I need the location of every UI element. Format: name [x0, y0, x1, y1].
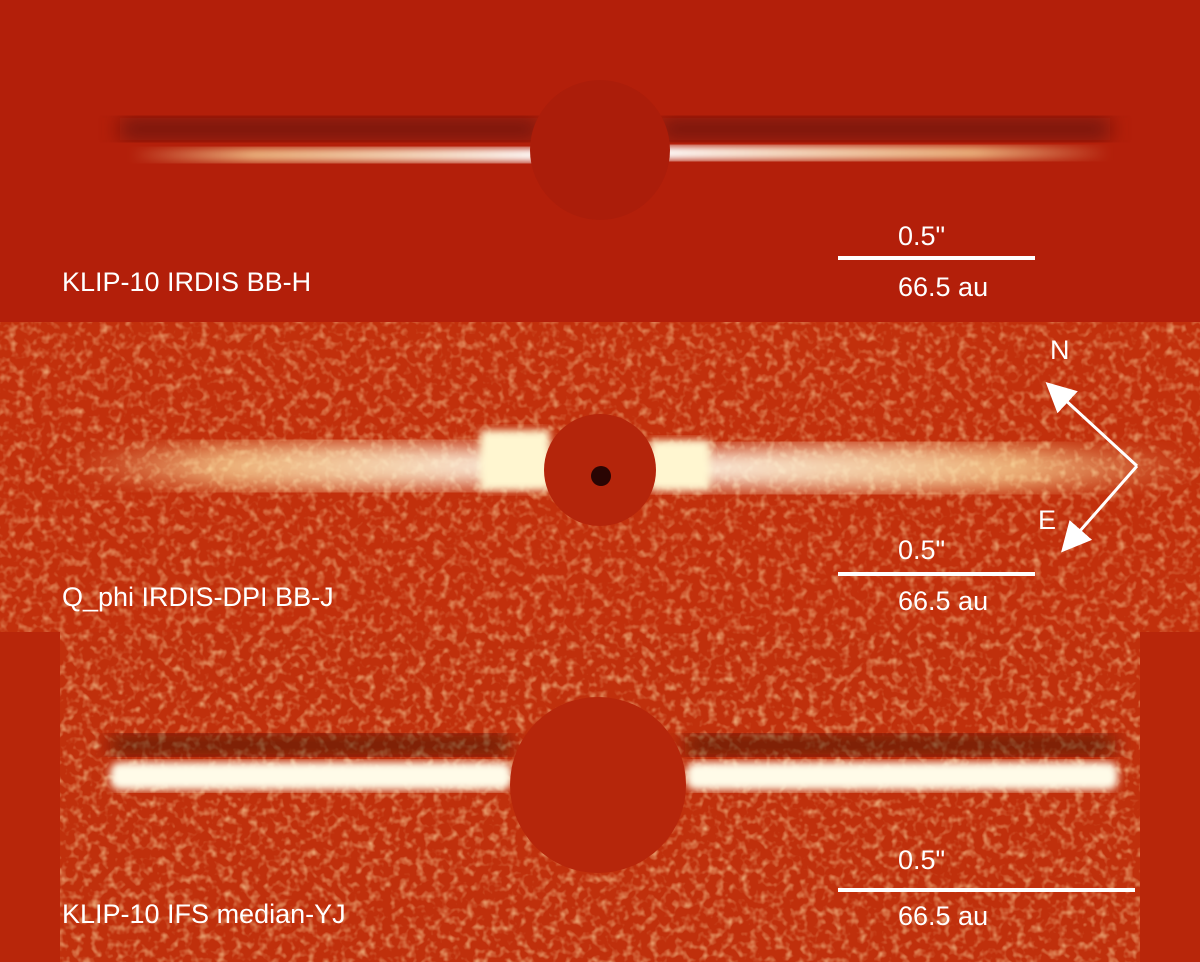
disk: [70, 444, 590, 488]
disk: [660, 146, 1110, 160]
compass-north: N: [1050, 335, 1070, 365]
panel-edge: [1140, 632, 1200, 962]
compass-arrow: [1045, 381, 1139, 468]
disk-shadow: [110, 735, 510, 755]
disk-bright: [650, 440, 710, 490]
scale-distance: 66.5 au: [898, 272, 988, 302]
disk-shadow: [685, 735, 1115, 755]
panel: KLIP-10 IRDIS BB-H 0.5" 66.5 au: [0, 0, 1200, 322]
scale-angle: 0.5": [898, 535, 945, 565]
scale-distance: 66.5 au: [898, 586, 988, 616]
panel-label: KLIP-10 IFS median-YJ: [62, 899, 346, 929]
disk: [110, 762, 512, 790]
panel: KLIP-10 IFS median-YJ 0.5" 66.5 au: [0, 632, 1200, 962]
disk: [130, 148, 542, 162]
coronagraph-mask: [530, 80, 670, 220]
panel: Q_phi IRDIS-DPI BB-J 0.5" 66.5 au N E: [0, 322, 1200, 632]
scale-distance: 66.5 au: [898, 901, 988, 931]
panel-label: KLIP-10 IRDIS BB-H: [62, 267, 311, 297]
panel-label: Q_phi IRDIS-DPI BB-J: [62, 582, 334, 612]
disk-shadow: [660, 118, 1110, 140]
disk: [600, 446, 1200, 490]
panel-edge: [0, 632, 60, 962]
compass-east: E: [1038, 505, 1056, 535]
star-center: [591, 466, 611, 486]
scale-angle: 0.5": [898, 845, 945, 875]
scale-angle: 0.5": [898, 221, 945, 251]
disk-bright: [480, 430, 550, 490]
compass-arrow: [1061, 465, 1139, 553]
disk-shadow: [120, 118, 540, 140]
coronagraph-mask: [510, 697, 686, 873]
disk: [686, 762, 1118, 790]
